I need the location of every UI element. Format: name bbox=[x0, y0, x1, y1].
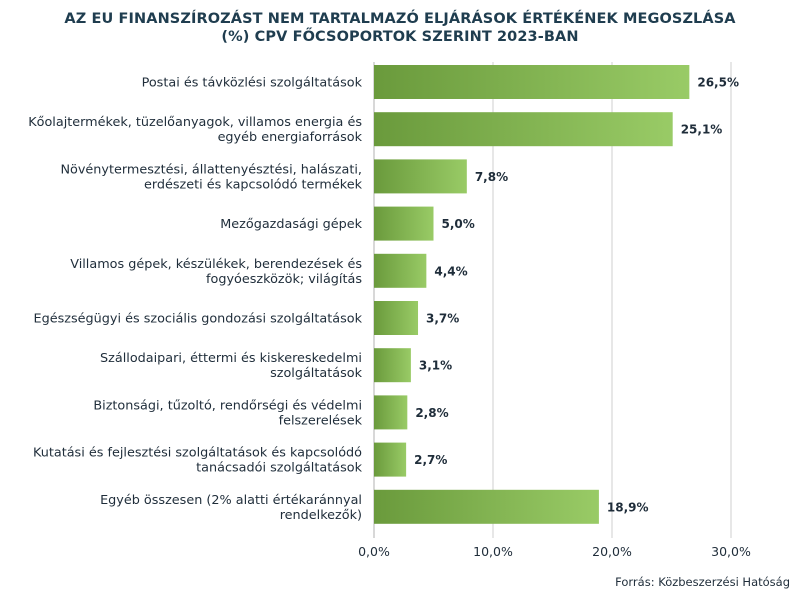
data-label: 7,8% bbox=[475, 170, 508, 184]
category-label-line: fogyóeszközök; világítás bbox=[206, 272, 362, 287]
category-label-line: Biztonsági, tűzoltó, rendőrségi és védel… bbox=[93, 398, 362, 413]
category-label-line: Egészségügyi és szociális gondozási szol… bbox=[34, 312, 363, 327]
bar bbox=[374, 348, 411, 383]
category-label-line: Mezőgazdasági gépek bbox=[220, 217, 362, 232]
bar bbox=[374, 442, 407, 477]
category-label-line: tanácsadói szolgáltatások bbox=[196, 461, 362, 476]
category-label-line: erdészeti és kapcsolódó termékek bbox=[144, 177, 363, 192]
x-tick-label: 0,0% bbox=[358, 544, 390, 559]
category-label: Villamos gépek, készülékek, berendezések… bbox=[70, 257, 362, 287]
category-label: Biztonsági, tűzoltó, rendőrségi és védel… bbox=[93, 398, 362, 428]
bar bbox=[374, 65, 690, 99]
data-label: 18,9% bbox=[607, 500, 649, 514]
source-note: Forrás: Közbeszerzési Hatóság bbox=[615, 575, 790, 589]
bar bbox=[374, 112, 673, 147]
data-label: 2,7% bbox=[414, 453, 447, 467]
data-label: 3,1% bbox=[419, 359, 452, 373]
category-label-line: Növénytermesztési, állattenyésztési, hal… bbox=[60, 162, 362, 177]
category-label-line: Villamos gépek, készülékek, berendezések… bbox=[70, 257, 362, 272]
x-tick-label: 30,0% bbox=[711, 544, 751, 559]
data-label: 25,1% bbox=[681, 123, 723, 137]
chart-title-line-2: (%) CPV FŐCSOPORTOK SZERINT 2023-BAN bbox=[221, 29, 579, 45]
category-label-line: Kutatási és fejlesztési szolgáltatások é… bbox=[33, 446, 362, 461]
bar bbox=[374, 301, 419, 335]
bar bbox=[374, 159, 467, 194]
category-label-line: Egyéb összesen (2% alatti értékaránnyal bbox=[100, 493, 362, 508]
x-tick-label: 10,0% bbox=[473, 544, 513, 559]
category-label: Mezőgazdasági gépek bbox=[220, 217, 362, 232]
category-label-line: Kőolajtermékek, tüzelőanyagok, villamos … bbox=[28, 115, 362, 130]
bar bbox=[374, 253, 427, 288]
data-label: 2,8% bbox=[415, 406, 448, 420]
bar bbox=[374, 395, 408, 430]
bar bbox=[374, 206, 434, 241]
data-label: 4,4% bbox=[434, 264, 467, 278]
category-label: Egészségügyi és szociális gondozási szol… bbox=[34, 312, 363, 327]
category-label: Kőolajtermékek, tüzelőanyagok, villamos … bbox=[28, 115, 362, 145]
category-label-line: rendelkezők) bbox=[280, 508, 362, 523]
category-label-line: szolgáltatások bbox=[270, 366, 363, 381]
chart-title: AZ EU FINANSZÍROZÁST NEM TARTALMAZÓ ELJÁ… bbox=[0, 10, 800, 46]
category-label: Növénytermesztési, állattenyésztési, hal… bbox=[60, 162, 362, 192]
category-label: Egyéb összesen (2% alatti értékaránnyal r… bbox=[100, 493, 362, 523]
data-label: 26,5% bbox=[697, 76, 739, 90]
data-label: 3,7% bbox=[426, 312, 459, 326]
bar bbox=[374, 489, 599, 524]
category-label-line: felszerelések bbox=[279, 413, 363, 428]
category-label-line: Postai és távközlési szolgáltatások bbox=[142, 76, 363, 91]
category-label: Postai és távközlési szolgáltatások bbox=[142, 76, 363, 91]
category-label-line: egyéb energiaforrások bbox=[218, 130, 363, 145]
category-label: Szállodaipari, éttermi és kiskereskedelm… bbox=[100, 351, 363, 381]
data-label: 5,0% bbox=[442, 217, 475, 231]
category-label-line: Szállodaipari, éttermi és kiskereskedelm… bbox=[100, 351, 362, 366]
chart-title-line-1: AZ EU FINANSZÍROZÁST NEM TARTALMAZÓ ELJÁ… bbox=[64, 11, 736, 27]
x-tick-label: 20,0% bbox=[592, 544, 632, 559]
category-label: Kutatási és fejlesztési szolgáltatások é… bbox=[33, 446, 363, 476]
